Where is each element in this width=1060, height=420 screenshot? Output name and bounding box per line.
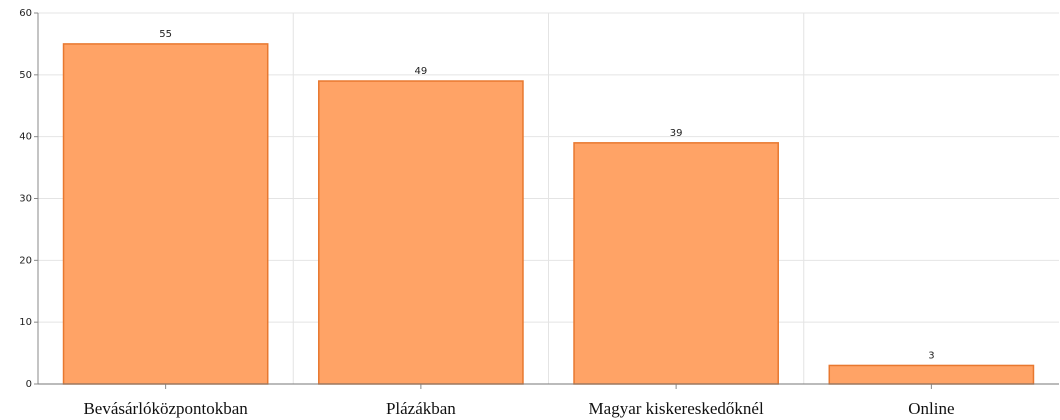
y-tick-label: 20: [19, 255, 32, 266]
bar: [828, 364, 1035, 385]
y-tick-label: 10: [19, 317, 32, 328]
data-label: 39: [670, 128, 683, 139]
x-tick-label: Online: [908, 399, 954, 418]
y-tick-label: 50: [19, 70, 32, 81]
x-tick-label: Bevásárlóközpontokban: [83, 399, 248, 418]
x-tick-label: Plázákban: [386, 399, 456, 418]
data-label: 49: [415, 66, 428, 77]
bar: [62, 43, 269, 385]
y-tick-label: 40: [19, 132, 32, 143]
y-tick-label: 30: [19, 194, 32, 205]
y-tick-label: 0: [26, 379, 32, 390]
data-label: 55: [159, 29, 172, 40]
x-tick-label: Magyar kiskereskedőknél: [589, 399, 764, 418]
bar: [318, 80, 524, 385]
data-label: 3: [928, 350, 934, 361]
y-tick-label: 60: [19, 8, 32, 19]
bar: [573, 142, 779, 385]
